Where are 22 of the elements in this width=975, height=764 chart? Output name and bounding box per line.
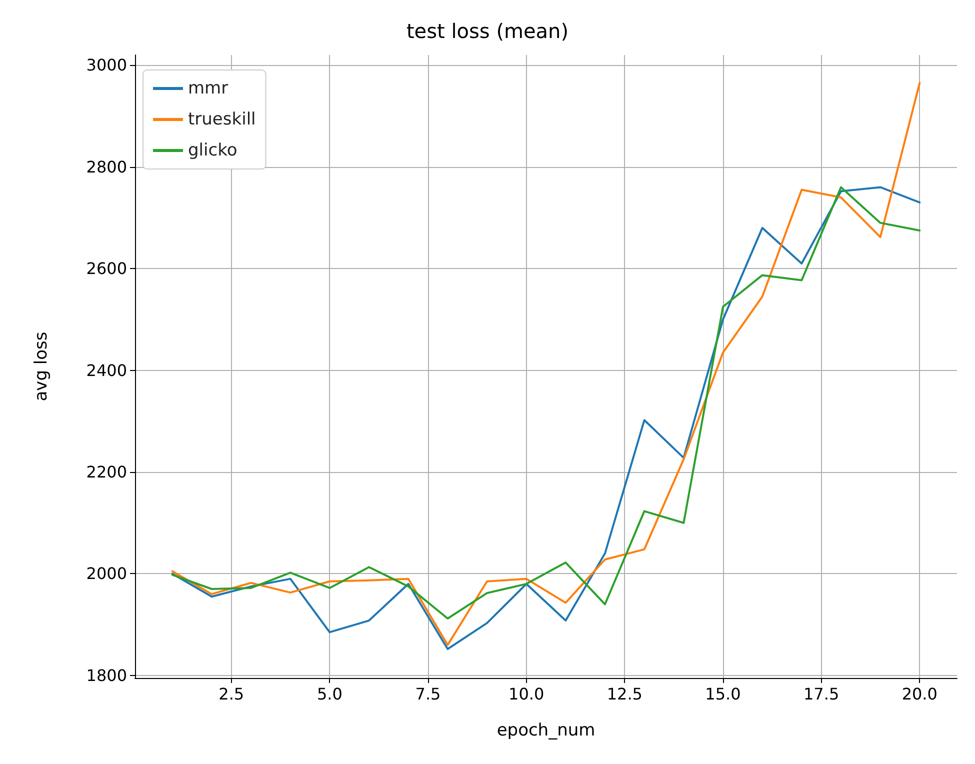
y-axis-title: avg loss xyxy=(32,332,52,402)
y-tick-label: 2600 xyxy=(86,259,127,278)
x-tick-label: 5.0 xyxy=(316,684,342,704)
line-series xyxy=(171,82,921,646)
legend-label: trueskill xyxy=(188,110,256,130)
x-tick-label: 2.5 xyxy=(218,684,244,704)
x-tick-label: 10.0 xyxy=(508,684,544,704)
x-tick-label: 7.5 xyxy=(415,684,441,704)
y-tick-label: 2200 xyxy=(86,462,127,482)
y-tick-label: 2400 xyxy=(86,360,127,380)
x-tick-label: 12.5 xyxy=(606,684,642,704)
x-tick-label: 15.0 xyxy=(705,684,741,704)
y-tick-label: 3000 xyxy=(86,56,127,75)
y-tick-label: 2800 xyxy=(86,157,127,176)
x-tick-label: 17.5 xyxy=(804,684,840,704)
legend-label: glicko xyxy=(188,140,238,160)
x-tick-label: 20.0 xyxy=(902,684,938,704)
legend-label: mmr xyxy=(188,78,228,98)
x-axis-title: epoch_num xyxy=(496,720,596,740)
chart-title: test loss (mean) xyxy=(406,19,569,43)
y-tick-label: 1800 xyxy=(86,666,127,685)
y-tick-label: 2000 xyxy=(86,564,127,584)
